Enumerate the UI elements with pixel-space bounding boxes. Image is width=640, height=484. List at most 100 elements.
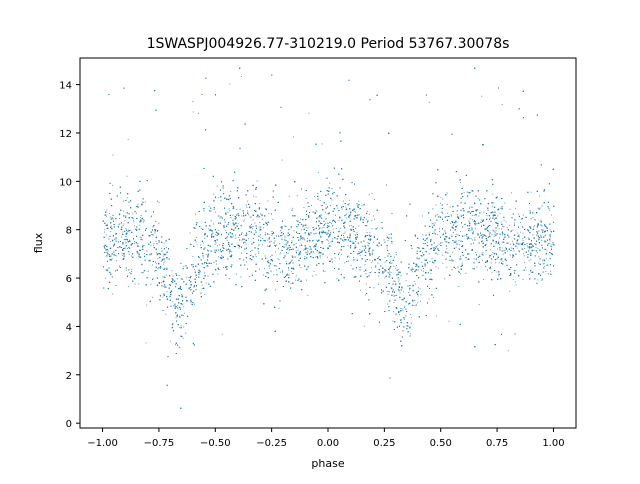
data-point xyxy=(528,260,530,262)
data-point xyxy=(115,233,116,235)
data-point xyxy=(422,234,424,236)
data-point xyxy=(273,274,275,276)
data-point xyxy=(263,268,265,270)
data-point xyxy=(458,244,460,246)
data-point xyxy=(319,199,321,201)
data-point xyxy=(392,320,394,322)
data-point xyxy=(228,208,230,210)
data-point xyxy=(288,229,290,231)
data-point xyxy=(514,281,516,283)
data-point xyxy=(344,262,346,264)
data-point xyxy=(470,237,472,239)
data-point xyxy=(390,271,392,273)
data-point xyxy=(517,232,519,234)
data-point xyxy=(152,264,154,266)
data-point xyxy=(176,298,178,300)
data-point xyxy=(454,242,456,244)
data-point xyxy=(192,111,194,113)
data-point xyxy=(207,249,208,251)
data-point xyxy=(234,223,236,225)
data-point xyxy=(332,228,334,230)
data-point xyxy=(251,226,253,228)
data-point xyxy=(503,241,505,243)
data-point xyxy=(257,251,259,253)
data-point xyxy=(238,247,240,249)
data-point xyxy=(491,254,493,256)
data-point xyxy=(446,266,448,268)
data-point xyxy=(417,295,419,297)
data-point xyxy=(488,256,490,258)
data-point xyxy=(499,237,500,239)
data-point xyxy=(541,279,543,281)
data-point xyxy=(545,271,547,272)
data-point xyxy=(105,234,107,236)
data-point xyxy=(530,259,532,261)
data-point xyxy=(315,274,317,276)
data-point xyxy=(133,219,135,221)
data-point xyxy=(353,257,354,259)
data-point xyxy=(179,315,180,317)
data-point xyxy=(393,311,395,313)
data-point xyxy=(446,203,448,205)
data-point xyxy=(258,244,260,246)
data-point xyxy=(135,205,137,207)
data-point xyxy=(307,251,309,253)
data-point xyxy=(539,258,541,260)
data-point xyxy=(499,243,500,245)
data-point xyxy=(460,273,462,275)
data-point xyxy=(128,229,130,231)
data-point xyxy=(143,219,145,221)
data-point xyxy=(281,272,283,274)
data-point xyxy=(134,225,136,227)
data-point xyxy=(350,225,352,227)
data-point xyxy=(481,259,483,261)
data-point xyxy=(491,234,493,236)
data-point xyxy=(252,238,254,239)
data-point xyxy=(297,249,299,251)
data-point xyxy=(252,219,254,221)
data-point xyxy=(212,193,214,195)
data-point xyxy=(495,271,497,273)
data-point xyxy=(397,288,399,290)
data-point xyxy=(541,244,543,246)
data-point xyxy=(490,220,492,222)
data-point xyxy=(503,226,505,228)
data-point xyxy=(384,277,386,279)
data-point xyxy=(162,296,164,298)
data-point xyxy=(402,308,404,310)
data-point xyxy=(386,247,388,249)
data-point xyxy=(509,290,511,292)
data-point xyxy=(507,350,509,352)
data-point xyxy=(429,279,431,280)
data-point xyxy=(266,245,268,247)
data-point xyxy=(396,265,397,267)
data-point xyxy=(351,240,353,242)
data-point xyxy=(373,241,375,243)
data-point xyxy=(121,236,122,238)
data-point xyxy=(290,271,292,273)
data-point xyxy=(370,247,372,249)
data-point xyxy=(307,238,309,239)
data-point xyxy=(307,227,309,229)
data-point xyxy=(499,213,501,215)
data-point xyxy=(501,232,503,234)
data-point xyxy=(110,241,112,243)
data-point xyxy=(210,229,211,231)
data-point xyxy=(165,274,167,276)
data-point xyxy=(482,279,484,280)
data-point xyxy=(490,258,492,260)
data-point xyxy=(260,213,262,215)
data-point xyxy=(331,223,333,225)
data-point xyxy=(118,224,120,226)
data-point xyxy=(132,213,134,215)
data-point xyxy=(371,251,373,253)
data-point xyxy=(232,214,234,216)
data-point xyxy=(549,229,551,231)
data-point xyxy=(477,222,479,224)
data-point xyxy=(374,218,375,220)
data-point xyxy=(284,255,286,257)
data-point xyxy=(430,273,432,274)
data-point xyxy=(157,268,159,270)
data-point xyxy=(365,283,367,285)
data-point xyxy=(419,288,421,290)
